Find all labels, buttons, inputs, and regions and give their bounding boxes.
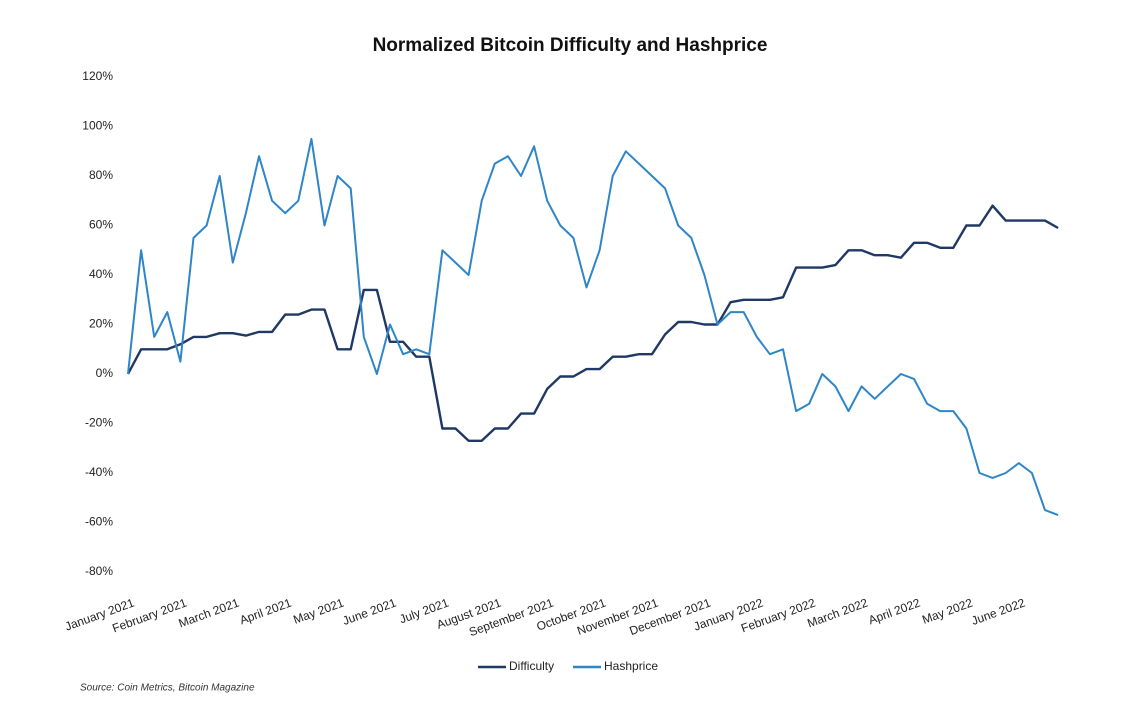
y-tick-label: -60% [85, 515, 113, 529]
y-tick-label: 80% [89, 168, 113, 182]
y-tick-label: 60% [89, 218, 113, 232]
x-tick-label: May 2022 [920, 596, 975, 627]
x-tick-label: March 2022 [805, 596, 870, 631]
y-tick-label: -80% [85, 564, 113, 578]
source-note: Source: Coin Metrics, Bitcoin Magazine [80, 683, 255, 694]
chart-title: Normalized Bitcoin Difficulty and Hashpr… [373, 35, 768, 56]
x-tick-label: April 2021 [238, 596, 294, 628]
series-line [127, 137, 1059, 517]
y-tick-label: -40% [85, 465, 113, 479]
x-tick-label: June 2021 [341, 596, 399, 628]
y-tick-label: 100% [82, 119, 113, 133]
y-tick-label: 40% [89, 267, 113, 281]
x-tick-label: March 2021 [177, 596, 242, 631]
x-tick-label: May 2021 [291, 596, 346, 627]
series-line [126, 204, 1059, 442]
y-tick-label: -20% [85, 416, 113, 430]
legend-label: Difficulty [509, 659, 554, 673]
x-tick-label: April 2022 [867, 596, 923, 628]
x-tick-label: June 2022 [969, 596, 1027, 628]
legend-label: Hashprice [604, 659, 658, 673]
y-tick-label: 120% [82, 69, 113, 83]
y-tick-label: 0% [96, 366, 114, 380]
y-tick-label: 20% [89, 317, 113, 331]
